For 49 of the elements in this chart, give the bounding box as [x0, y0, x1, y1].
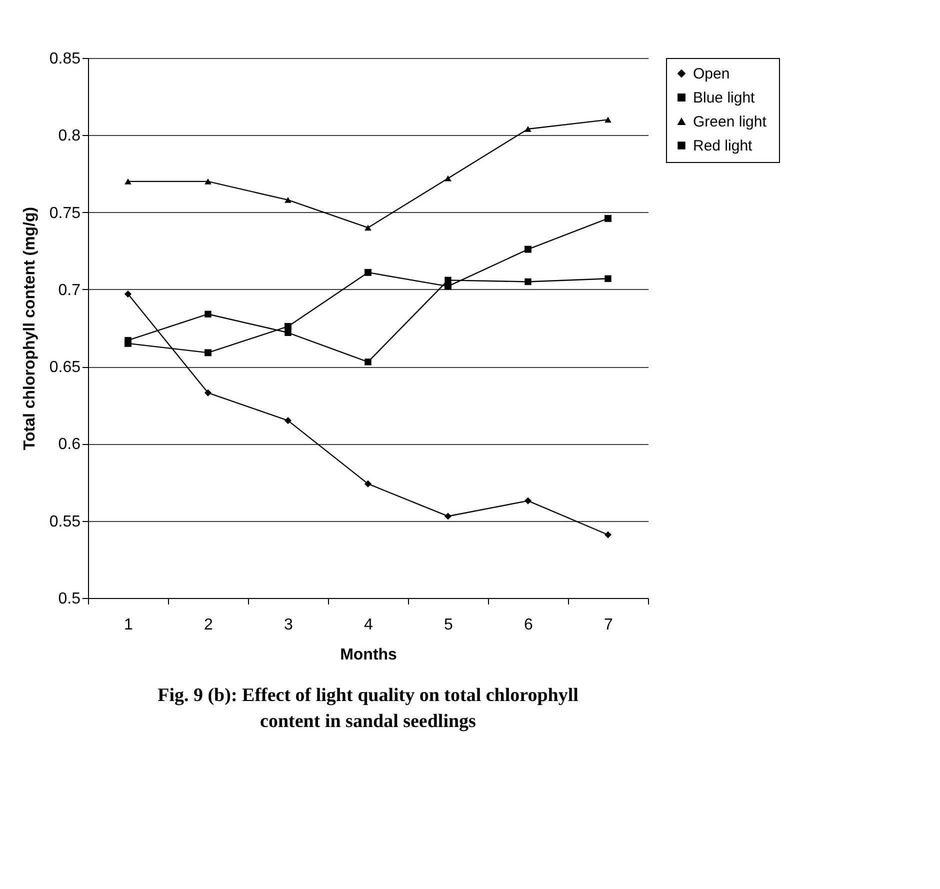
x-tick-label: 5: [444, 616, 454, 634]
x-axis-title: Months: [340, 646, 398, 664]
point: [524, 126, 532, 132]
point: [204, 310, 212, 318]
point: [524, 246, 532, 253]
point: [604, 531, 612, 538]
legend-label: Green light: [693, 114, 768, 130]
x-tick-label: 2: [204, 616, 214, 634]
point: [364, 224, 372, 231]
y-tick-label: 0.65: [49, 359, 81, 376]
point: [204, 178, 212, 184]
y-tick-label: 0.7: [58, 282, 81, 299]
legend-label: Blue light: [693, 90, 756, 106]
point: [364, 268, 372, 276]
point: [124, 336, 132, 344]
point: [284, 322, 292, 330]
point: [444, 175, 452, 182]
legend-label: Red light: [693, 138, 754, 154]
y-tick-label: 0.85: [49, 50, 81, 68]
point: [124, 290, 132, 298]
point: [284, 417, 292, 424]
y-axis-title: Total chlorophyll content (mg/g): [21, 206, 38, 450]
point: [604, 116, 612, 123]
legend-label: Open: [693, 66, 730, 82]
point: [364, 480, 372, 488]
point: [204, 349, 212, 356]
x-tick-label: 3: [284, 616, 294, 634]
point: [444, 512, 452, 520]
y-tick-label: 0.6: [58, 436, 81, 454]
point: [524, 497, 532, 504]
x-tick-label: 7: [604, 616, 614, 634]
point: [604, 214, 612, 222]
point: [444, 276, 452, 284]
x-tick-label: 1: [124, 616, 134, 634]
point: [604, 275, 612, 282]
x-tick-label: 4: [364, 616, 374, 634]
point: [124, 178, 132, 184]
point: [524, 278, 532, 286]
point: [284, 329, 292, 336]
point: [444, 282, 452, 290]
y-tick-label: 0.55: [49, 513, 81, 530]
y-tick-label: 0.5: [58, 590, 81, 608]
point: [284, 196, 292, 203]
y-tick-label: 0.8: [58, 128, 81, 145]
point: [364, 358, 372, 366]
y-tick-label: 0.75: [49, 204, 81, 222]
x-tick-label: 6: [524, 616, 534, 634]
point: [204, 389, 212, 396]
text: Fig. 9 (b): Effect of light quality on total chlorophyll content in sandal seedlings: [158, 685, 578, 732]
